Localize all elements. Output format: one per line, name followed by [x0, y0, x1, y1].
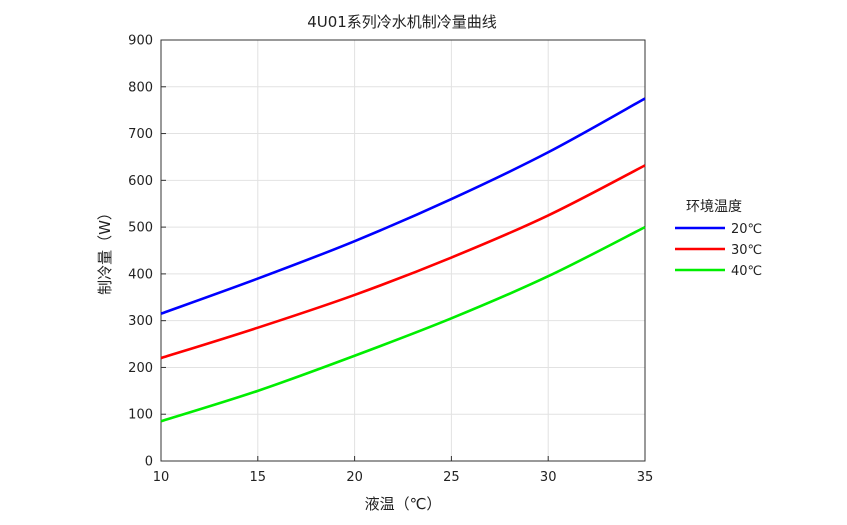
y-tick-label: 900	[128, 34, 153, 49]
series-line-1	[160, 164, 646, 360]
x-tick-label: 25	[443, 470, 460, 485]
y-tick-label: 100	[128, 408, 153, 423]
y-tick-label: 400	[128, 267, 153, 282]
x-axis-label: 液温（℃）	[365, 495, 442, 513]
y-axis-label: 制冷量（W）	[96, 205, 114, 295]
y-axis: 0 100 200 300 400 500 600 700 800 900	[128, 34, 166, 470]
y-tick-label: 600	[128, 174, 153, 189]
y-tick-label: 300	[128, 314, 153, 329]
x-tick-label: 15	[250, 470, 267, 485]
y-tick-label: 200	[128, 361, 153, 376]
x-tick-label: 10	[153, 470, 170, 485]
legend: 环境温度 20℃ 30℃ 40℃	[675, 199, 762, 279]
series-line-2	[160, 225, 646, 423]
legend-label-2: 40℃	[731, 264, 762, 279]
chart-title: 4U01系列冷水机制冷量曲线	[307, 13, 497, 31]
series-line-0	[160, 97, 646, 315]
legend-title: 环境温度	[686, 199, 742, 215]
legend-label-1: 30℃	[731, 243, 762, 258]
y-tick-label: 500	[128, 221, 153, 236]
x-axis: 10 15 20 25 30 35	[153, 456, 654, 485]
x-tick-label: 20	[346, 470, 363, 485]
plot-frame	[160, 39, 646, 462]
y-tick-label: 700	[128, 127, 153, 142]
legend-label-0: 20℃	[731, 222, 762, 237]
series-lines	[160, 97, 646, 423]
y-tick-label: 800	[128, 80, 153, 95]
y-tick-label: 0	[145, 455, 153, 470]
x-tick-label: 35	[637, 470, 654, 485]
x-tick-label: 30	[540, 470, 557, 485]
